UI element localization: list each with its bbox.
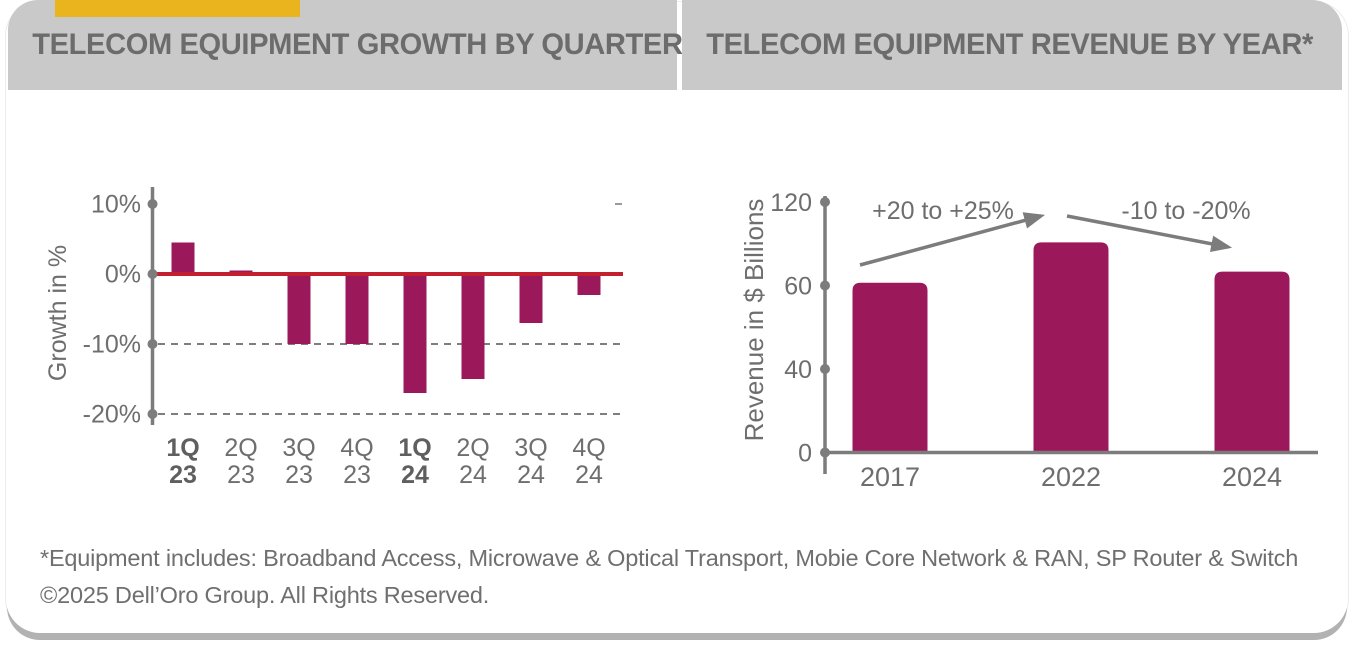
x-label-year: 24 [459, 461, 487, 489]
right-panel-header: TELECOM EQUIPMENT REVENUE BY YEAR* [682, 0, 1342, 90]
revenue-bar-2022 [1033, 242, 1109, 453]
x-label-year: 23 [285, 461, 313, 489]
x-label-2022: 2022 [1041, 462, 1101, 492]
x-label-2024: 2024 [1222, 462, 1282, 492]
left-panel-title: TELECOM EQUIPMENT GROWTH BY QUARTER [32, 28, 683, 61]
growth-by-quarter-chart: 10%0%-10%-20%Growth in %1Q232Q233Q234Q23… [44, 187, 623, 489]
growth-bar-2q-24 [461, 274, 485, 379]
x-label-quarter: 4Q [572, 434, 605, 462]
right-y-axis-title: Revenue in $ Billions [739, 199, 769, 442]
left-y-tick-label: -20% [83, 401, 141, 429]
x-label-quarter: 1Q [398, 434, 431, 462]
card [6, 2, 1348, 633]
growth-bar-4q-24 [577, 274, 601, 295]
growth-bar-3q-23 [287, 274, 311, 344]
left-y-tick-dot [147, 269, 158, 279]
left-y-tick-dot [147, 409, 158, 419]
right-y-tick-label: 60 [784, 273, 812, 301]
revenue-bar-2017 [852, 282, 928, 453]
footnote-equipment-line: *Equipment includes: Broadband Access, M… [40, 545, 1299, 571]
x-label-quarter: 2Q [224, 434, 257, 462]
footnote-copyright-line: ©2025 Dell’Oro Group. All Rights Reserve… [40, 582, 490, 608]
growth-bar-1q-23 [171, 242, 195, 274]
x-label-quarter: 3Q [282, 434, 315, 462]
x-label-quarter: 1Q [166, 434, 199, 462]
left-y-tick-label: 0% [105, 261, 141, 289]
revenue-by-year-chart: 120 60 40 0 Revenue in $ Billions 2017 2022 202… [739, 189, 1318, 492]
right-y-tick-label: 40 [784, 356, 812, 384]
right-y-tick-dot [820, 197, 830, 207]
trend-arrow-2 [1066, 214, 1233, 253]
trend-annotation-2: -10 to -20% [1121, 197, 1250, 225]
right-y-tick-dot [820, 364, 830, 374]
left-y-axis-title: Growth in % [44, 245, 72, 381]
right-y-tick-label: 0 [798, 440, 812, 468]
right-y-tick-label: 120 [770, 189, 812, 217]
right-y-tick-dot [820, 280, 830, 291]
footnote: *Equipment includes: Broadband Access, M… [40, 540, 1298, 614]
x-label-quarter: 2Q [456, 434, 489, 462]
left-y-tick-label: 10% [91, 191, 141, 219]
left-y-tick-dot [147, 339, 158, 349]
x-label-2017: 2017 [860, 462, 920, 492]
revenue-bar-2024 [1214, 271, 1290, 453]
growth-bar-4q-23 [345, 274, 369, 344]
x-label-quarter: 3Q [514, 434, 547, 462]
trend-annotation-1: +20 to +25% [872, 197, 1014, 225]
x-label-year: 24 [401, 461, 429, 489]
left-y-tick-label: -10% [83, 331, 141, 359]
x-label-year: 24 [575, 461, 603, 489]
right-panel-title: TELECOM EQUIPMENT REVENUE BY YEAR* [706, 28, 1313, 61]
right-y-tick-dot [820, 447, 830, 458]
x-label-year: 23 [343, 461, 371, 489]
x-label-quarter: 4Q [340, 434, 373, 462]
x-label-year: 23 [169, 461, 197, 489]
growth-bar-1q-24 [403, 274, 427, 393]
x-label-year: 23 [227, 461, 255, 489]
trend-arrow-1 [859, 212, 1046, 267]
growth-bar-3q-24 [519, 274, 543, 323]
yellow-accent-bar [55, 0, 300, 17]
x-label-year: 24 [517, 461, 545, 489]
left-y-tick-dot [147, 199, 158, 209]
